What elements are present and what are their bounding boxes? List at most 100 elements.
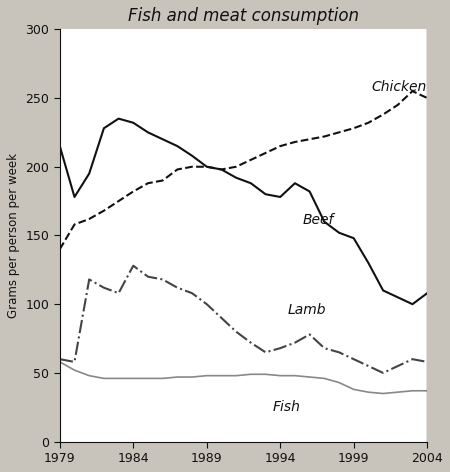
Beef bbox=[204, 164, 209, 169]
Chicken bbox=[292, 139, 297, 145]
Chicken bbox=[234, 164, 239, 169]
Lamb bbox=[424, 359, 430, 365]
Lamb bbox=[263, 349, 268, 355]
Title: Fish and meat consumption: Fish and meat consumption bbox=[128, 7, 359, 25]
Fish bbox=[160, 376, 165, 381]
Lamb bbox=[175, 285, 180, 291]
Fish bbox=[189, 374, 195, 380]
Lamb bbox=[234, 329, 239, 335]
Beef bbox=[351, 236, 356, 241]
Fish bbox=[351, 387, 356, 392]
Chicken bbox=[57, 246, 63, 252]
Chicken bbox=[380, 112, 386, 118]
Fish bbox=[116, 376, 121, 381]
Lamb bbox=[116, 290, 121, 296]
Fish bbox=[278, 373, 283, 379]
Fish bbox=[204, 373, 209, 379]
Chicken bbox=[160, 177, 165, 183]
Fish bbox=[101, 376, 107, 381]
Lamb bbox=[86, 277, 92, 282]
Lamb bbox=[204, 301, 209, 307]
Fish bbox=[395, 389, 400, 395]
Beef bbox=[145, 129, 151, 135]
Beef bbox=[336, 230, 342, 236]
Chicken bbox=[72, 222, 77, 228]
Lamb bbox=[145, 274, 151, 279]
Beef bbox=[380, 287, 386, 293]
Text: Fish: Fish bbox=[273, 400, 301, 414]
Lamb bbox=[292, 340, 297, 346]
Text: Chicken: Chicken bbox=[371, 80, 427, 94]
Fish bbox=[145, 376, 151, 381]
Lamb bbox=[130, 263, 136, 269]
Chicken bbox=[278, 143, 283, 149]
Chicken bbox=[86, 216, 92, 222]
Fish bbox=[263, 371, 268, 377]
Fish bbox=[410, 388, 415, 394]
Chicken bbox=[204, 164, 209, 169]
Fish bbox=[175, 374, 180, 380]
Chicken bbox=[307, 136, 312, 142]
Lamb bbox=[351, 356, 356, 362]
Chicken bbox=[366, 120, 371, 126]
Lamb bbox=[248, 340, 253, 346]
Chicken bbox=[189, 164, 195, 169]
Beef bbox=[57, 143, 63, 149]
Beef bbox=[234, 175, 239, 181]
Chicken bbox=[101, 208, 107, 213]
Line: Chicken: Chicken bbox=[60, 91, 427, 249]
Beef bbox=[366, 260, 371, 266]
Line: Beef: Beef bbox=[60, 118, 427, 304]
Lamb bbox=[395, 363, 400, 369]
Fish bbox=[219, 373, 224, 379]
Beef bbox=[160, 136, 165, 142]
Chicken bbox=[145, 180, 151, 186]
Chicken bbox=[395, 102, 400, 108]
Chicken bbox=[336, 129, 342, 135]
Beef bbox=[101, 126, 107, 131]
Beef bbox=[219, 167, 224, 172]
Fish bbox=[130, 376, 136, 381]
Y-axis label: Grams per person per week: Grams per person per week bbox=[7, 153, 20, 318]
Lamb bbox=[336, 349, 342, 355]
Chicken bbox=[424, 95, 430, 101]
Chicken bbox=[219, 167, 224, 172]
Lamb bbox=[101, 285, 107, 291]
Lamb bbox=[410, 356, 415, 362]
Fish bbox=[292, 373, 297, 379]
Beef bbox=[395, 295, 400, 300]
Beef bbox=[307, 189, 312, 194]
Beef bbox=[175, 143, 180, 149]
Lamb bbox=[307, 332, 312, 337]
Lamb bbox=[380, 370, 386, 376]
Text: Lamb: Lamb bbox=[288, 303, 326, 317]
Chicken bbox=[175, 167, 180, 172]
Lamb bbox=[219, 315, 224, 321]
Lamb bbox=[72, 359, 77, 365]
Fish bbox=[248, 371, 253, 377]
Lamb bbox=[322, 346, 327, 351]
Beef bbox=[424, 290, 430, 296]
Chicken bbox=[410, 88, 415, 94]
Text: Beef: Beef bbox=[302, 213, 333, 228]
Beef bbox=[130, 120, 136, 126]
Fish bbox=[322, 376, 327, 381]
Lamb bbox=[366, 363, 371, 369]
Beef bbox=[86, 171, 92, 177]
Fish bbox=[366, 389, 371, 395]
Lamb bbox=[57, 356, 63, 362]
Fish bbox=[307, 374, 312, 380]
Chicken bbox=[322, 134, 327, 139]
Fish bbox=[380, 391, 386, 396]
Fish bbox=[234, 373, 239, 379]
Beef bbox=[72, 194, 77, 200]
Fish bbox=[86, 373, 92, 379]
Chicken bbox=[263, 150, 268, 156]
Beef bbox=[116, 116, 121, 121]
Beef bbox=[263, 191, 268, 197]
Line: Lamb: Lamb bbox=[60, 266, 427, 373]
Fish bbox=[424, 388, 430, 394]
Beef bbox=[278, 194, 283, 200]
Chicken bbox=[116, 198, 121, 204]
Beef bbox=[248, 180, 253, 186]
